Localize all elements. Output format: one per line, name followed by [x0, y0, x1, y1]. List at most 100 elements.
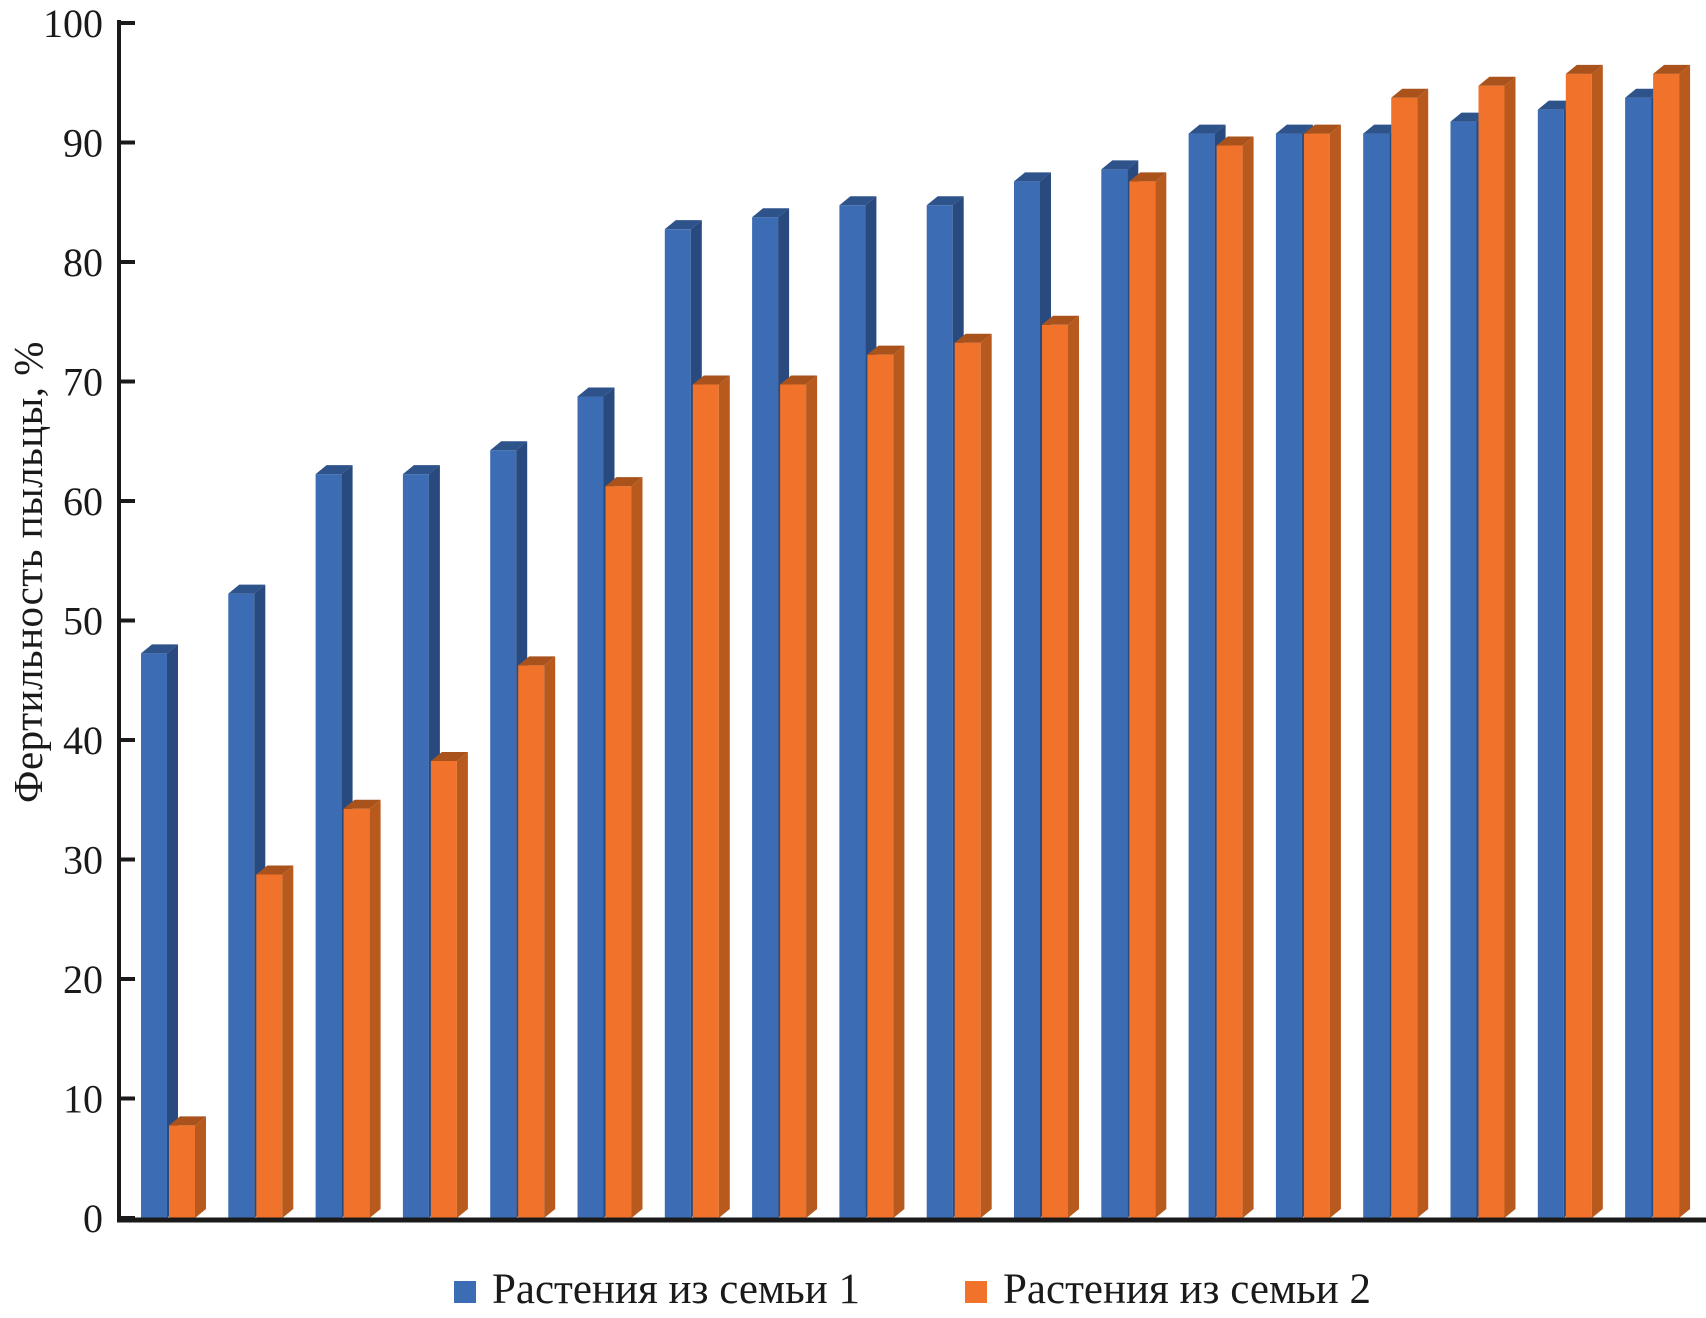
bar-top [518, 656, 556, 666]
bar-top [1303, 124, 1341, 134]
bar-face [780, 384, 807, 1218]
bar-group10-series2 [954, 333, 992, 1218]
bar-face [692, 384, 719, 1218]
y-tick-label: 10 [63, 1077, 103, 1122]
bar-side [1329, 124, 1341, 1219]
bar-face [490, 450, 517, 1218]
y-tick-label: 20 [63, 957, 103, 1002]
bar-face [1450, 121, 1477, 1218]
bar-group17-series2 [1565, 64, 1603, 1219]
bar-face [402, 474, 429, 1218]
bar-top [430, 751, 468, 761]
bar-side [544, 656, 556, 1218]
y-tick-label: 90 [63, 121, 103, 166]
bar-group12-series2 [1129, 172, 1167, 1218]
bar-top [1653, 64, 1691, 74]
bar-group7-series2 [692, 375, 730, 1218]
bar-top [1625, 88, 1663, 98]
bar-face [1042, 324, 1068, 1218]
bar-face [228, 593, 255, 1218]
bar-top [664, 220, 702, 230]
bar-face [256, 874, 283, 1218]
bar-side [1242, 136, 1254, 1218]
bar-side [1504, 76, 1516, 1218]
bar-face [1653, 73, 1680, 1219]
bar-side [369, 799, 381, 1218]
bar-top [1014, 172, 1051, 182]
bar-top [141, 644, 178, 654]
bar-face [518, 665, 545, 1218]
bar-group9-series2 [867, 345, 905, 1218]
bar-group18-series2 [1653, 64, 1691, 1219]
bar-face [1625, 97, 1652, 1219]
y-tick-label: 100 [43, 1, 103, 46]
bar-group14-series2 [1303, 124, 1341, 1219]
bar-face [926, 205, 953, 1218]
bar-top [780, 375, 818, 385]
bar-group2-series2 [256, 865, 294, 1218]
bar-top [605, 477, 643, 487]
bar-top [1101, 160, 1139, 170]
bar-top [867, 345, 905, 355]
bar-group4-series2 [430, 751, 468, 1218]
bar-face [141, 653, 167, 1218]
bar-top [1129, 172, 1167, 182]
bar-group5-series2 [518, 656, 556, 1218]
bar-face [1537, 109, 1564, 1218]
bar-top [1537, 100, 1575, 110]
bar-side [167, 644, 178, 1218]
bar-top [1478, 76, 1516, 86]
bar-side [456, 751, 468, 1218]
bar-top [1275, 124, 1313, 134]
bar-side [1068, 315, 1079, 1218]
legend-label-series1: Растения из семьи 1 [491, 1265, 860, 1313]
bar-top [1042, 315, 1079, 325]
bar-top [752, 208, 790, 218]
bar-face [605, 486, 632, 1219]
y-tick-label: 80 [63, 240, 103, 285]
bar-side [631, 477, 643, 1219]
bar-face [954, 342, 981, 1218]
bar-group1-series1 [141, 644, 178, 1218]
chart-legend: Растения из семьи 1 Растения из семьи 2 [119, 1260, 1706, 1318]
legend-item-series1: Растения из семьи 1 [453, 1265, 860, 1313]
bar-top [1188, 124, 1226, 134]
bar-face [577, 396, 604, 1219]
legend-swatch-series1 [453, 1280, 476, 1303]
bar-face [1188, 133, 1215, 1219]
bar-face [1303, 133, 1330, 1219]
bar-side [806, 375, 818, 1218]
bar-face [1275, 133, 1302, 1219]
bar-top [402, 465, 440, 475]
bar-group15-series2 [1391, 88, 1429, 1219]
bar-group6-series2 [605, 477, 643, 1219]
bar-face [752, 217, 779, 1219]
legend-item-series2: Растения из семьи 2 [965, 1268, 1371, 1311]
bar-group11-series2 [1042, 315, 1079, 1218]
bar-top [954, 333, 992, 343]
bar-face [1363, 133, 1390, 1219]
bar-face [1565, 73, 1592, 1219]
bar-face [1216, 145, 1243, 1218]
bar-face [169, 1125, 195, 1218]
bar-group8-series2 [780, 375, 818, 1218]
bar-group3-series2 [343, 799, 381, 1218]
bar-face [1391, 97, 1418, 1219]
bar-top [1363, 124, 1401, 134]
bar-top [256, 865, 294, 875]
y-tick-label: 0 [83, 1196, 103, 1241]
bar-side [1417, 88, 1429, 1219]
bar-face [839, 205, 866, 1218]
bar-face [343, 808, 370, 1218]
bar-top [343, 799, 381, 809]
y-tick-label: 50 [63, 599, 103, 644]
bar-group16-series2 [1478, 76, 1516, 1218]
bar-top [926, 196, 964, 206]
y-tick-label: 30 [63, 838, 103, 883]
legend-label-series2: Растения из семьи 2 [1003, 1265, 1372, 1313]
y-tick-label: 70 [63, 360, 103, 405]
bar-side [195, 1116, 206, 1218]
bar-side [893, 345, 905, 1218]
